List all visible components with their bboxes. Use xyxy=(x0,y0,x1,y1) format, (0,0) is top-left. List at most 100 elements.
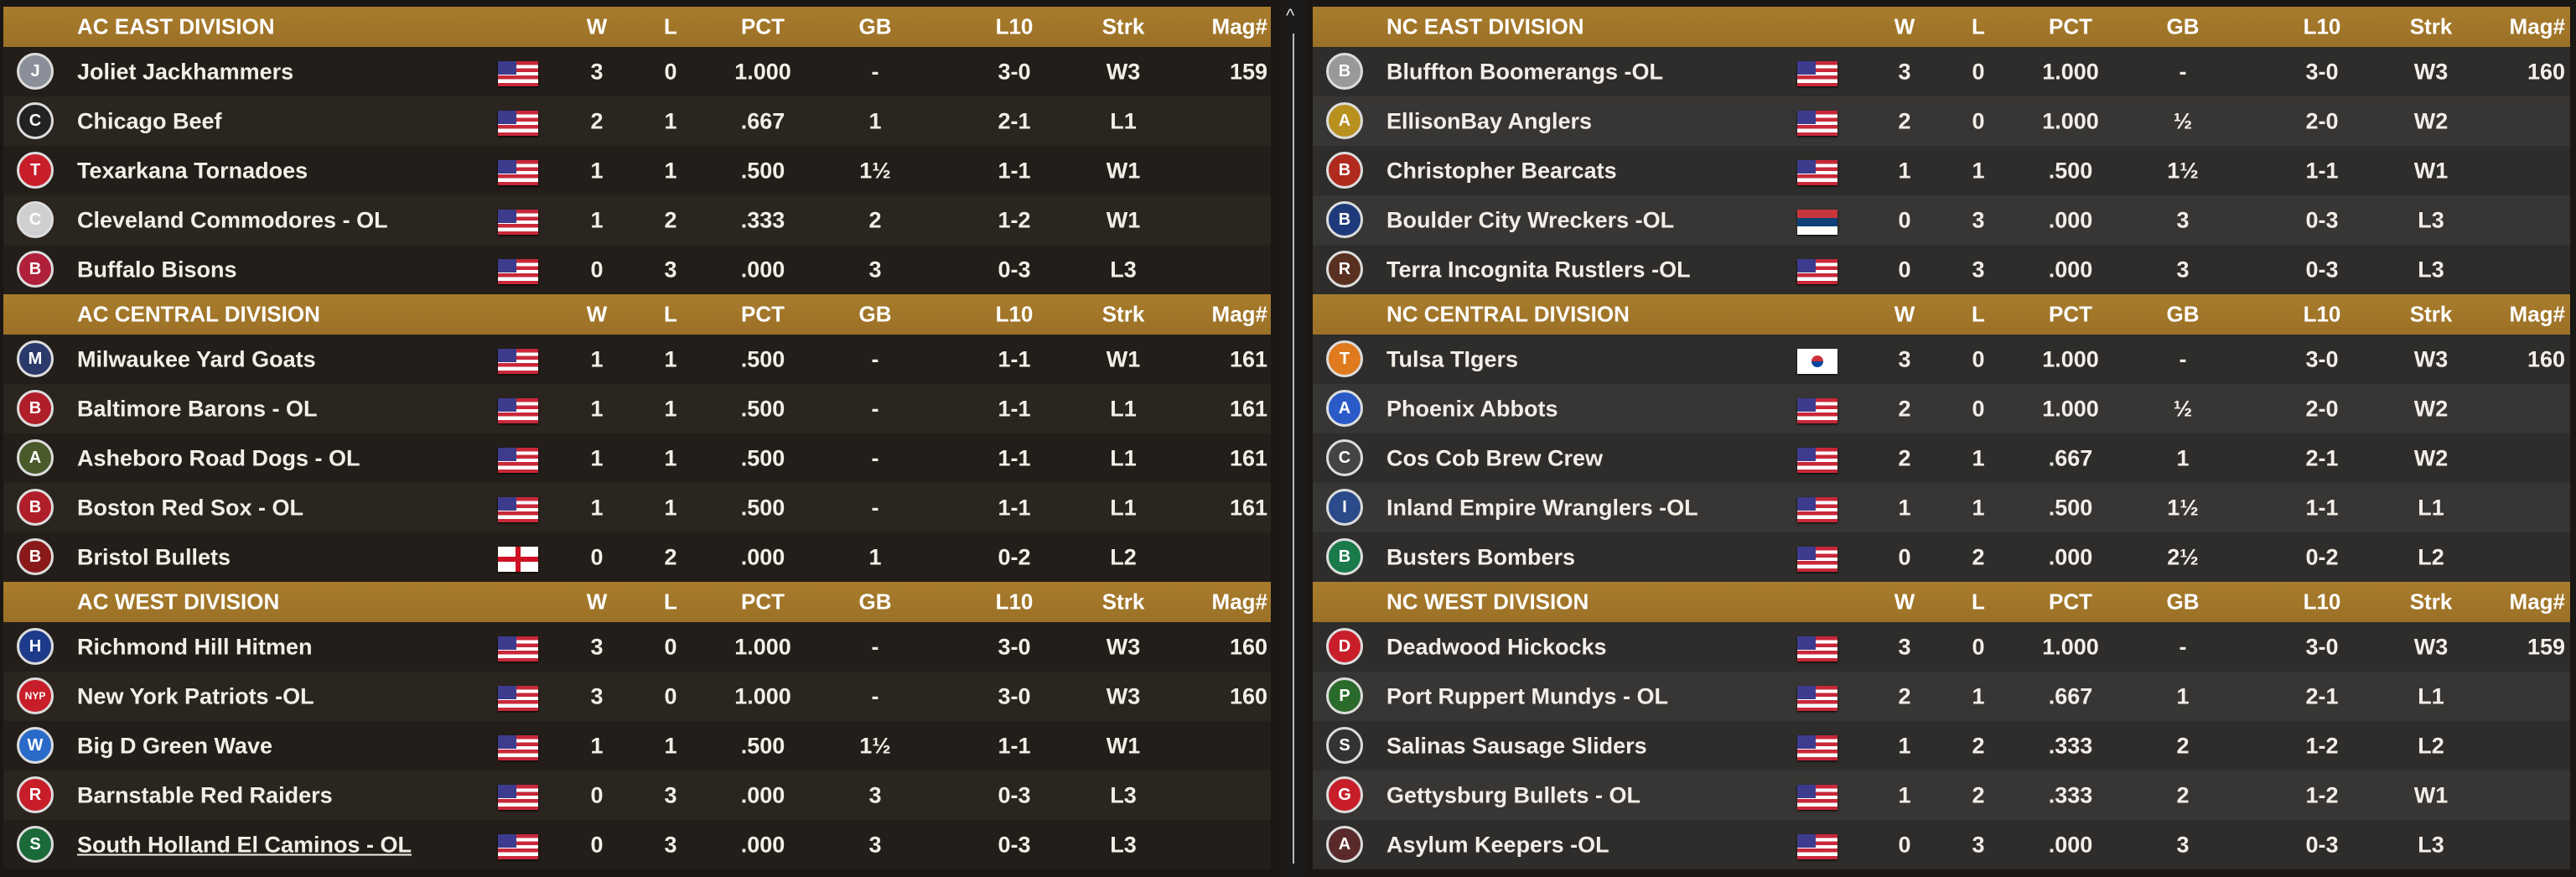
team-row[interactable]: R Terra Incognita Rustlers -OL 0 3 .000 3 0-3 L… xyxy=(1313,245,2570,294)
column-header-gb[interactable]: GB xyxy=(2166,589,2200,615)
team-name-link[interactable]: Barnstable Red Raiders xyxy=(77,782,333,807)
column-header-strk[interactable]: Strk xyxy=(2409,589,2453,615)
scroll-up-icon[interactable]: ^ xyxy=(1286,5,1295,26)
column-header-w[interactable]: W xyxy=(1894,589,1915,615)
team-name-link[interactable]: Terra Incognita Rustlers -OL xyxy=(1386,257,1691,282)
team-row[interactable]: P Port Ruppert Mundys - OL 2 1 .667 1 2-1 L1 xyxy=(1313,672,2570,721)
column-header-w[interactable]: W xyxy=(586,13,608,39)
team-name-link[interactable]: Deadwood Hickocks xyxy=(1386,634,1607,659)
column-header-gb[interactable]: GB xyxy=(2166,301,2200,327)
team-name-link[interactable]: South Holland El Caminos - OL xyxy=(77,832,412,857)
team-row[interactable]: M Milwaukee Yard Goats 1 1 .500 - 1-1 W1 161 xyxy=(3,335,1271,384)
team-row[interactable]: T Texarkana Tornadoes 1 1 .500 1½ 1-1 W1 xyxy=(3,146,1271,195)
column-header-l[interactable]: L xyxy=(664,589,677,615)
team-row[interactable]: B Buffalo Bisons 0 3 .000 3 0-3 L3 xyxy=(3,245,1271,294)
team-row[interactable]: B Christopher Bearcats 1 1 .500 1½ 1-1 W1 xyxy=(1313,146,2570,195)
team-row[interactable]: NYP New York Patriots -OL 3 0 1.000 - 3-0 W3 160 xyxy=(3,672,1271,721)
team-name-link[interactable]: Salinas Sausage Sliders xyxy=(1386,733,1647,758)
column-header-gb[interactable]: GB xyxy=(858,589,892,615)
team-row[interactable]: B Bristol Bullets 0 2 .000 1 0-2 L2 xyxy=(3,532,1271,582)
column-header-l[interactable]: L xyxy=(1972,589,1985,615)
team-name-link[interactable]: Baltimore Barons - OL xyxy=(77,396,318,421)
column-header-l10[interactable]: L10 xyxy=(2303,13,2341,39)
column-header-l[interactable]: L xyxy=(664,13,677,39)
column-header-l10[interactable]: L10 xyxy=(2303,589,2341,615)
team-row[interactable]: D Deadwood Hickocks 3 0 1.000 - 3-0 W3 159 xyxy=(1313,622,2570,672)
column-header-strk[interactable]: Strk xyxy=(2409,13,2453,39)
team-row[interactable]: B Bluffton Boomerangs -OL 3 0 1.000 - 3-0 W3 160 xyxy=(1313,47,2570,96)
column-header-w[interactable]: W xyxy=(1894,13,1915,39)
team-row[interactable]: B Boulder City Wreckers -OL 0 3 .000 3 0-3 L3 xyxy=(1313,195,2570,245)
team-row[interactable]: G Gettysburg Bullets - OL 1 2 .333 2 1-2 W1 xyxy=(1313,771,2570,820)
column-header-w[interactable]: W xyxy=(586,301,608,327)
column-header-l[interactable]: L xyxy=(1972,13,1985,39)
team-row[interactable]: I Inland Empire Wranglers -OL 1 1 .500 1½ 1-1 L… xyxy=(1313,483,2570,532)
team-row[interactable]: T Tulsa TIgers 3 0 1.000 - 3-0 W3 160 xyxy=(1313,335,2570,384)
team-row[interactable]: J Joliet Jackhammers 3 0 1.000 - 3-0 W3 159 xyxy=(3,47,1271,96)
team-name-link[interactable]: EllisonBay Anglers xyxy=(1386,108,1593,133)
team-name-link[interactable]: Buffalo Bisons xyxy=(77,257,237,282)
team-row[interactable]: W Big D Green Wave 1 1 .500 1½ 1-1 W1 xyxy=(3,721,1271,771)
column-header-mag[interactable]: Mag# xyxy=(1211,589,1267,615)
team-name-link[interactable]: Phoenix Abbots xyxy=(1386,396,1558,421)
column-header-gb[interactable]: GB xyxy=(858,13,892,39)
team-name-link[interactable]: Milwaukee Yard Goats xyxy=(77,346,316,371)
column-header-pct[interactable]: PCT xyxy=(2049,301,2092,327)
team-row[interactable]: B Baltimore Barons - OL 1 1 .500 - 1-1 L1 161 xyxy=(3,384,1271,433)
team-row[interactable]: B Boston Red Sox - OL 1 1 .500 - 1-1 L1 161 xyxy=(3,483,1271,532)
team-name-link[interactable]: Cos Cob Brew Crew xyxy=(1386,445,1604,470)
team-row[interactable]: A EllisonBay Anglers 2 0 1.000 ½ 2-0 W2 xyxy=(1313,96,2570,146)
team-row[interactable]: S South Holland El Caminos - OL 0 3 .000 3 0-3… xyxy=(3,820,1271,869)
column-header-mag[interactable]: Mag# xyxy=(2509,13,2565,39)
column-header-mag[interactable]: Mag# xyxy=(1211,301,1267,327)
team-name-link[interactable]: Asheboro Road Dogs - OL xyxy=(77,445,360,470)
column-header-gb[interactable]: GB xyxy=(2166,13,2200,39)
team-name-link[interactable]: Bluffton Boomerangs -OL xyxy=(1386,59,1663,84)
team-name-link[interactable]: Richmond Hill Hitmen xyxy=(77,634,313,659)
team-name-link[interactable]: Cleveland Commodores - OL xyxy=(77,207,388,232)
column-header-pct[interactable]: PCT xyxy=(741,589,785,615)
team-name-link[interactable]: Inland Empire Wranglers -OL xyxy=(1386,495,1698,520)
team-row[interactable]: R Barnstable Red Raiders 0 3 .000 3 0-3 L3 xyxy=(3,771,1271,820)
scrollbar[interactable]: ^ xyxy=(1281,0,1306,877)
team-name-link[interactable]: Texarkana Tornadoes xyxy=(77,158,308,183)
column-header-w[interactable]: W xyxy=(586,589,608,615)
team-row[interactable]: C Chicago Beef 2 1 .667 1 2-1 L1 xyxy=(3,96,1271,146)
column-header-mag[interactable]: Mag# xyxy=(2509,589,2565,615)
team-name-link[interactable]: Port Ruppert Mundys - OL xyxy=(1386,683,1668,708)
team-row[interactable]: B Busters Bombers 0 2 .000 2½ 0-2 L2 xyxy=(1313,532,2570,582)
column-header-l10[interactable]: L10 xyxy=(995,13,1034,39)
team-name-link[interactable]: Big D Green Wave xyxy=(77,733,273,758)
column-header-l10[interactable]: L10 xyxy=(995,589,1034,615)
team-name-link[interactable]: Boston Red Sox - OL xyxy=(77,495,303,520)
column-header-pct[interactable]: PCT xyxy=(741,13,785,39)
column-header-strk[interactable]: Strk xyxy=(1101,589,1145,615)
team-row[interactable]: A Asheboro Road Dogs - OL 1 1 .500 - 1-1 L1 161 xyxy=(3,433,1271,483)
column-header-pct[interactable]: PCT xyxy=(741,301,785,327)
team-name-link[interactable]: New York Patriots -OL xyxy=(77,683,314,708)
team-row[interactable]: C Cleveland Commodores - OL 1 2 .333 2 1-2 W1 xyxy=(3,195,1271,245)
team-name-link[interactable]: Boulder City Wreckers -OL xyxy=(1386,207,1675,232)
team-name-link[interactable]: Joliet Jackhammers xyxy=(77,59,294,84)
team-name-link[interactable]: Asylum Keepers -OL xyxy=(1386,832,1609,857)
team-name-link[interactable]: Bristol Bullets xyxy=(77,544,231,569)
team-name-link[interactable]: Busters Bombers xyxy=(1386,544,1576,569)
team-row[interactable]: S Salinas Sausage Sliders 1 2 .333 2 1-2 L2 xyxy=(1313,721,2570,771)
team-name-link[interactable]: Chicago Beef xyxy=(77,108,222,133)
column-header-pct[interactable]: PCT xyxy=(2049,13,2092,39)
team-row[interactable]: A Phoenix Abbots 2 0 1.000 ½ 2-0 W2 xyxy=(1313,384,2570,433)
team-name-link[interactable]: Gettysburg Bullets - OL xyxy=(1386,782,1641,807)
team-name-link[interactable]: Christopher Bearcats xyxy=(1386,158,1617,183)
column-header-w[interactable]: W xyxy=(1894,301,1915,327)
column-header-pct[interactable]: PCT xyxy=(2049,589,2092,615)
column-header-gb[interactable]: GB xyxy=(858,301,892,327)
column-header-strk[interactable]: Strk xyxy=(1101,13,1145,39)
column-header-mag[interactable]: Mag# xyxy=(1211,13,1267,39)
column-header-mag[interactable]: Mag# xyxy=(2509,301,2565,327)
column-header-l[interactable]: L xyxy=(664,301,677,327)
scrollbar-track[interactable] xyxy=(1293,34,1294,864)
team-name-link[interactable]: Tulsa TIgers xyxy=(1386,346,1519,371)
column-header-strk[interactable]: Strk xyxy=(2409,301,2453,327)
column-header-l[interactable]: L xyxy=(1972,301,1985,327)
team-row[interactable]: H Richmond Hill Hitmen 3 0 1.000 - 3-0 W3 160 xyxy=(3,622,1271,672)
